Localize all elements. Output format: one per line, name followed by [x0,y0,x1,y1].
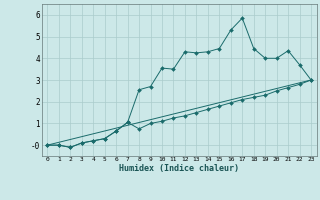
X-axis label: Humidex (Indice chaleur): Humidex (Indice chaleur) [119,164,239,173]
